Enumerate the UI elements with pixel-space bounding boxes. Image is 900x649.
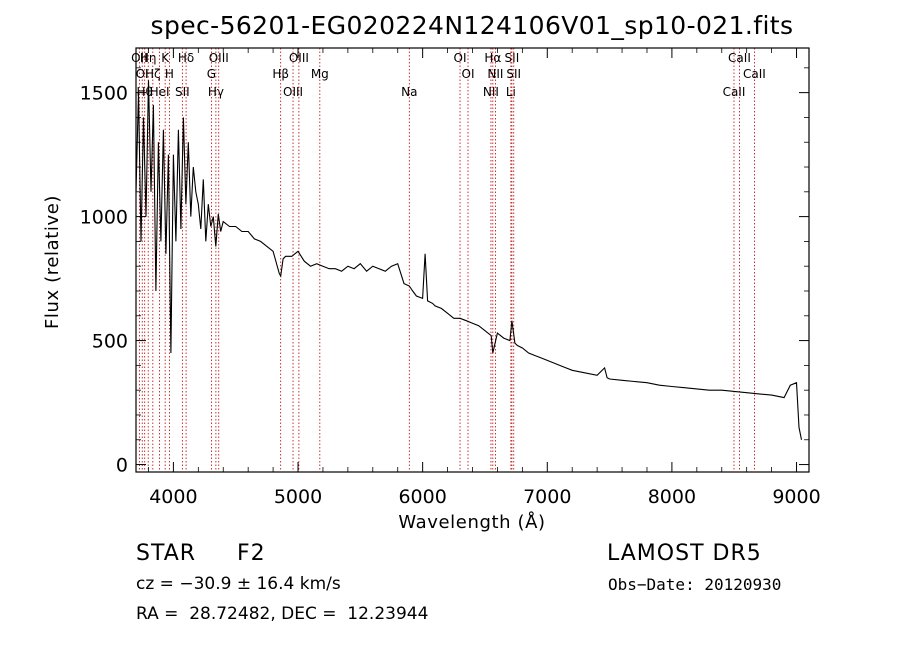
line-label: CaII: [728, 51, 751, 65]
spectrum-line: [135, 80, 803, 440]
y-tick-label: 1000: [80, 207, 128, 229]
line-label: Hδ: [178, 51, 194, 65]
spectral-lines: OIIOIHθHηHζHeIKHSIIHδGHγOIIIHβOIIIOIIIMg…: [131, 48, 766, 472]
y-tick-label: 1500: [80, 83, 128, 105]
y-axis-label: Flux (relative): [42, 195, 63, 329]
spectrum-series: [135, 80, 803, 440]
x-axis-label: Wavelength (Å): [398, 511, 545, 533]
line-label: NII: [487, 67, 503, 81]
x-tick-label: 4000: [149, 486, 197, 508]
line-label: Mg: [311, 67, 329, 81]
x-axis: 4000 5000 6000 7000 8000 9000: [148, 48, 821, 508]
line-label: OIII: [209, 51, 229, 65]
line-label: OIII: [289, 51, 309, 65]
line-label: CaII: [723, 85, 746, 99]
line-label: OI: [454, 51, 467, 65]
line-label: SII: [505, 51, 520, 65]
x-tick-label: 6000: [398, 486, 446, 508]
line-label: HeI: [150, 85, 170, 99]
spectral-subclass: F2: [237, 541, 266, 566]
chart-title: spec-56201-EG020224N124106V01_sp10-021.f…: [151, 11, 794, 40]
spectral-class: STAR: [136, 541, 197, 566]
line-label: OIII: [283, 85, 303, 99]
line-label: K: [161, 51, 170, 65]
survey-name: LAMOST DR5: [607, 541, 762, 566]
line-label: OI: [462, 67, 475, 81]
line-label: NII: [483, 85, 499, 99]
y-tick-label: 0: [116, 455, 128, 477]
line-label: SII: [175, 85, 190, 99]
ra-dec-coordinates: RA = 28.72482, DEC = 12.23944: [136, 604, 429, 624]
x-tick-label: 8000: [648, 486, 696, 508]
line-label: CaII: [743, 67, 766, 81]
line-label: H: [165, 67, 174, 81]
y-tick-label: 500: [92, 331, 128, 353]
line-label: Hα: [484, 51, 501, 65]
x-tick-label: 5000: [274, 486, 322, 508]
line-label: G: [207, 67, 216, 81]
observation-date: Obs−Date: 20120930: [608, 575, 782, 594]
line-label: Hβ: [272, 67, 289, 81]
x-tick-label: 7000: [523, 486, 571, 508]
line-label: Na: [401, 85, 417, 99]
line-label: Hγ: [208, 85, 224, 99]
line-label: OI: [136, 67, 149, 81]
line-label: Hζ: [145, 67, 161, 81]
plot-frame: [135, 47, 810, 473]
line-label: OII: [131, 51, 148, 65]
x-tick-label: 9000: [772, 486, 820, 508]
line-label: Hη: [140, 51, 157, 65]
line-label: Li: [506, 85, 516, 99]
line-label: SII: [506, 67, 521, 81]
y-axis: 0 500 1000 1500: [80, 67, 809, 477]
redshift-velocity: cz = −30.9 ± 16.4 km/s: [136, 574, 341, 594]
